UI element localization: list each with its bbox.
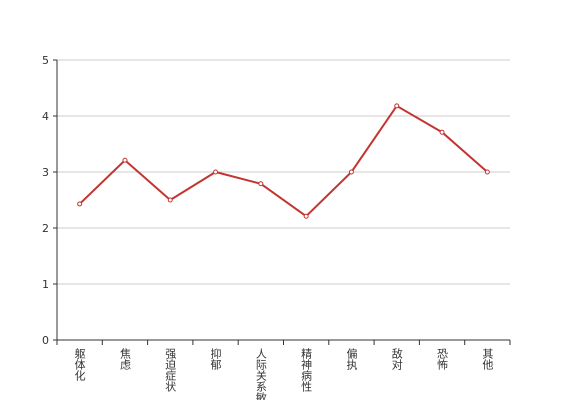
point [77,201,83,207]
line [78,104,489,218]
y-tick-label: 4 [42,110,49,123]
x-tick-label: 偏执 [345,347,358,371]
x-tick-label: 抑郁 [209,347,222,370]
point [213,169,219,175]
x-tick-label: 躯体化 [73,348,86,382]
point [439,129,445,135]
x-tick-label: 焦虑 [118,348,131,370]
point [167,197,173,203]
point [394,103,400,109]
y-tick-label: 2 [42,222,49,235]
point [122,157,128,163]
x-tick-label: 恐怖 [436,348,449,370]
x-tick-label: 强迫症状 [164,348,177,392]
y-tick-label: 3 [42,166,49,179]
y-tick-label: 1 [42,278,49,291]
point [258,181,264,187]
x-tick-label: 其他 [481,348,494,370]
y-tick-label: 5 [42,54,49,67]
x-tick-label: 敌对 [390,347,403,370]
point [303,213,309,219]
x-tick-label: 人际关系敏感 [254,348,267,400]
point [348,169,354,175]
point [484,169,490,175]
x-tick-label: 精神病性 [300,348,313,393]
y-tick-label: 0 [42,334,49,347]
